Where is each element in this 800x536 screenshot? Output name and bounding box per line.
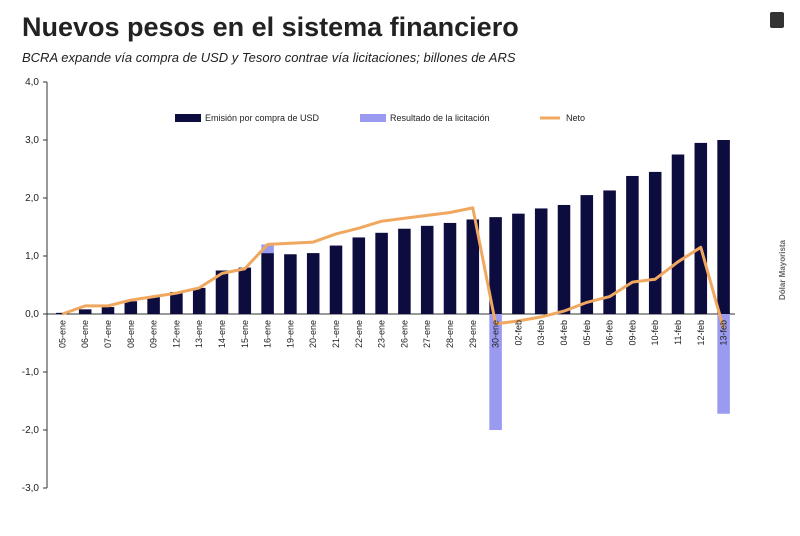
x-tick-label: 23-ene xyxy=(377,320,387,348)
bar xyxy=(489,217,502,314)
x-tick-label: 05-feb xyxy=(582,320,592,346)
bar xyxy=(101,307,115,314)
chart-title: Nuevos pesos en el sistema financiero xyxy=(22,12,519,42)
x-tick-label: 27-ene xyxy=(422,320,432,348)
chart-subtitle: BCRA expande vía compra de USD y Tesoro … xyxy=(22,50,516,65)
bar xyxy=(626,175,639,314)
legend-swatch xyxy=(360,114,386,122)
bar xyxy=(375,232,388,314)
bar xyxy=(238,267,252,314)
bar xyxy=(580,195,594,314)
x-tick-label: 08-ene xyxy=(126,320,136,348)
bar xyxy=(512,213,525,314)
x-tick-label: 20-ene xyxy=(308,320,318,348)
bar xyxy=(352,237,366,314)
bar xyxy=(147,296,160,314)
y-tick-label: -1,0 xyxy=(22,367,40,378)
bar xyxy=(284,254,297,314)
bar xyxy=(329,245,343,314)
y-tick-label: 0,0 xyxy=(25,309,39,320)
x-tick-label: 06-feb xyxy=(605,320,615,346)
bar xyxy=(443,222,457,314)
legend-swatch xyxy=(175,114,201,122)
x-tick-label: 12-ene xyxy=(171,320,181,348)
y-tick-label: -2,0 xyxy=(22,425,40,436)
x-tick-label: 10-feb xyxy=(650,320,660,346)
x-tick-label: 09-feb xyxy=(627,320,637,346)
x-tick-label: 22-ene xyxy=(354,320,364,348)
bar xyxy=(261,244,274,254)
bar xyxy=(671,154,685,314)
x-tick-label: 07-ene xyxy=(103,320,113,348)
x-tick-label: 29-ene xyxy=(468,320,478,348)
bar xyxy=(489,314,502,430)
x-tick-label: 13-ene xyxy=(194,320,204,348)
x-tick-label: 11-feb xyxy=(673,320,683,345)
y-tick-label: 3,0 xyxy=(25,135,39,146)
bar xyxy=(192,287,206,314)
y-tick-label: 4,0 xyxy=(25,77,39,88)
legend-label: Neto xyxy=(566,113,585,123)
x-tick-label: 12-feb xyxy=(696,320,706,346)
bar xyxy=(557,204,571,314)
bar xyxy=(306,253,320,314)
bar xyxy=(124,301,138,314)
bar xyxy=(78,309,92,314)
x-tick-label: 16-ene xyxy=(263,320,273,348)
legend-label: Resultado de la licitación xyxy=(390,113,490,123)
x-tick-label: 19-ene xyxy=(285,320,295,348)
x-tick-label: 26-ene xyxy=(399,320,409,348)
bar xyxy=(534,208,548,314)
expand-icon[interactable] xyxy=(770,12,784,28)
x-tick-label: 05-ene xyxy=(57,320,67,348)
line xyxy=(61,206,726,329)
x-tick-label: 02-feb xyxy=(513,320,523,346)
x-tick-label: 15-ene xyxy=(240,320,250,348)
bar xyxy=(717,140,730,314)
bar xyxy=(261,253,274,314)
y-tick-label: 1,0 xyxy=(25,251,39,262)
bar xyxy=(694,142,708,314)
bar xyxy=(215,270,229,314)
y-tick-label: 2,0 xyxy=(25,193,39,204)
bar xyxy=(603,190,616,314)
x-tick-label: 03-feb xyxy=(536,320,546,346)
x-tick-label: 13-feb xyxy=(719,320,729,346)
bar xyxy=(398,228,411,314)
bar xyxy=(466,219,480,314)
bar xyxy=(420,225,434,314)
bar xyxy=(648,171,662,314)
bar xyxy=(717,314,730,414)
x-tick-label: 04-feb xyxy=(559,320,569,346)
x-tick-label: 06-ene xyxy=(80,320,90,348)
legend-label: Emisión por compra de USD xyxy=(205,113,320,123)
x-tick-label: 21-ene xyxy=(331,320,341,348)
bar xyxy=(170,291,183,314)
y-tick-label: -3,0 xyxy=(22,483,40,494)
x-tick-label: 14-ene xyxy=(217,320,227,348)
x-tick-label: 28-ene xyxy=(445,320,455,348)
y2-axis-label: Dólar Mayorista xyxy=(778,239,787,300)
x-tick-label: 09-ene xyxy=(149,320,159,348)
x-tick-label: 30-ene xyxy=(491,320,501,348)
